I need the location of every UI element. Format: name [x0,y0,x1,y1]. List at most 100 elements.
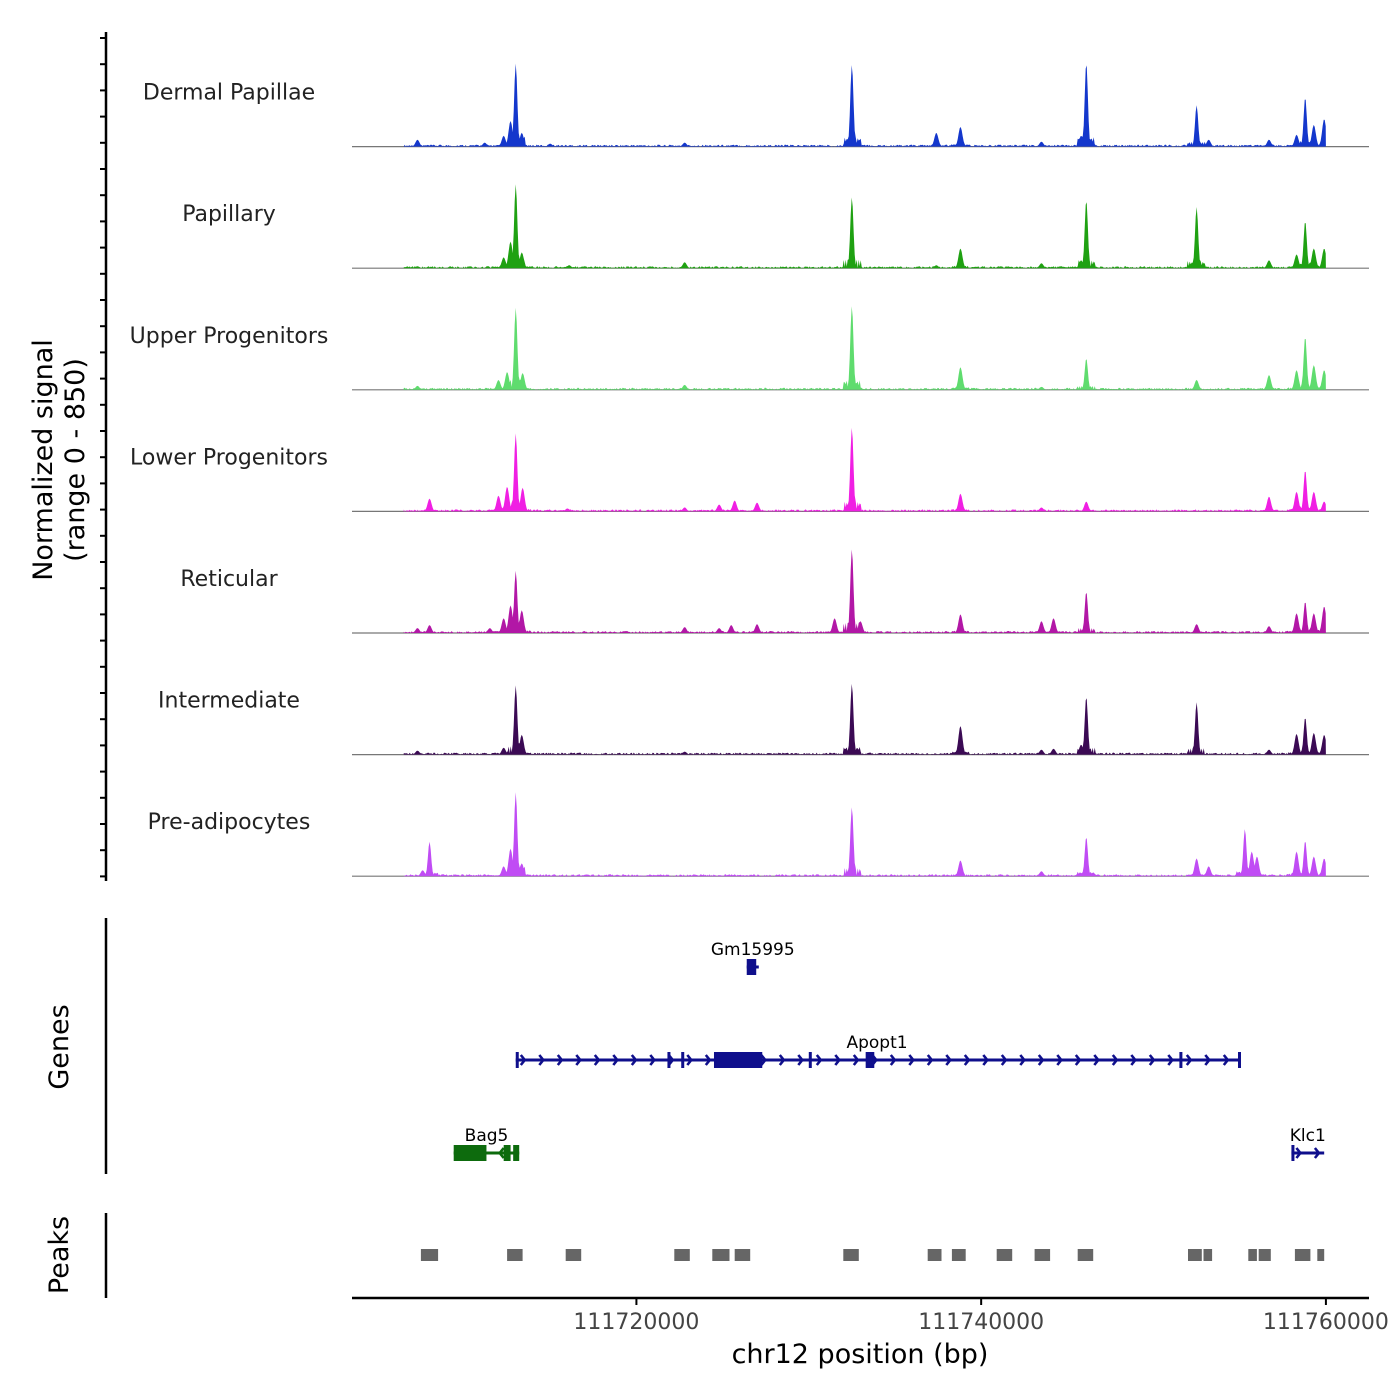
genes-panel-label: Genes [44,1004,75,1089]
x-tick-label: 111740000 [918,1310,1044,1335]
signal-area [403,427,1326,512]
strand-arrow [1093,1054,1100,1066]
strand-arrow [834,1054,841,1066]
strand-arrow [1204,1054,1211,1066]
track-label: Dermal Papillae [143,81,315,106]
strand-arrow [760,1054,767,1066]
gene-exon [513,1145,520,1161]
strand-arrow [538,1054,545,1066]
gene-exon [453,1145,487,1161]
strand-arrow [1037,1054,1045,1066]
strand-arrow [575,1054,582,1066]
gene-exon [1237,1052,1241,1068]
peak-region [1188,1249,1202,1261]
strand-arrow [630,1054,638,1066]
x-axis-ticks: 111720000 111740000 111760000 [573,1298,1389,1335]
peaks-layer [420,1249,1325,1261]
track-label: Lower Progenitors [130,445,328,470]
peak-region [507,1249,523,1261]
strand-arrow [963,1054,971,1066]
signal-track [352,63,1369,148]
peak-region [420,1249,439,1261]
peak-region [1294,1249,1311,1261]
x-tick-label: 111720000 [573,1310,699,1335]
gene-label: Apopt1 [846,1033,907,1053]
peak-region [1317,1249,1325,1261]
strand-arrow [982,1054,989,1066]
peak-region [1077,1249,1094,1261]
gene-exon [713,1052,763,1068]
strand-arrow [556,1054,564,1066]
gene-model: Klc1 [1290,1126,1326,1161]
signal-track [352,427,1369,512]
strand-arrow [593,1054,601,1066]
gene-exon [1291,1145,1295,1161]
strand-arrow [1148,1054,1156,1066]
strand-arrow [498,1147,505,1159]
strand-arrow [649,1054,656,1066]
peak-region [927,1249,942,1261]
y-axis-label-line1: Normalized signal [28,339,59,581]
peak-region [712,1249,730,1261]
signal-track [352,306,1369,391]
peak-region [674,1249,690,1261]
signal-y-axis-ticks [100,37,106,878]
track-label: Upper Progenitors [130,324,329,349]
gene-exon [746,959,757,975]
signal-y-axis-label: Normalized signal (range 0 - 850) [28,339,91,581]
track-label: Reticular [180,567,278,592]
x-tick-label: 111760000 [1263,1310,1389,1335]
gene-label: Bag5 [465,1126,509,1146]
gene-exon [865,1052,875,1068]
x-axis-label: chr12 position (bp) [732,1339,989,1370]
peak-region [1248,1249,1257,1261]
strand-arrow [1295,1147,1303,1159]
signal-area [403,549,1326,633]
strand-arrow [797,1054,804,1066]
peak-region [565,1249,582,1261]
strand-arrow [852,1054,860,1066]
strand-arrow [926,1054,934,1066]
gene-label: Gm15995 [711,940,795,960]
signal-area [403,306,1326,390]
peaks-panel-label: Peaks [44,1216,75,1294]
signal-area [403,792,1326,877]
strand-arrow [1222,1054,1230,1066]
signal-track [352,184,1369,269]
signal-track [352,549,1369,634]
strand-arrow [612,1054,619,1066]
signal-area [403,184,1326,269]
peak-region [996,1249,1013,1261]
gene-label: Klc1 [1290,1126,1326,1146]
signal-track [352,792,1369,877]
signal-area [403,683,1326,755]
track-label: Pre-adipocytes [148,810,311,835]
strand-arrow [704,1054,712,1066]
track-label: Papillary [182,202,276,227]
signal-area [403,63,1326,147]
strand-arrow [889,1054,897,1066]
gene-model: Gm15995 [711,940,795,975]
peak-region [1203,1249,1213,1261]
track-labels: Dermal Papillae Papillary Upper Progenitor… [130,81,329,836]
peak-region [1258,1249,1271,1261]
signal-track [352,683,1369,756]
gene-model: Apopt1 [515,1033,1241,1068]
strand-arrow [1074,1054,1082,1066]
peak-region [734,1249,751,1261]
strand-arrow [1130,1054,1137,1066]
peak-region [951,1249,966,1261]
peak-region [1034,1249,1051,1261]
peak-region [843,1249,859,1261]
strand-arrow [1111,1054,1119,1066]
strand-arrow [778,1054,786,1066]
strand-arrow [1019,1054,1026,1066]
strand-arrow [1000,1054,1008,1066]
strand-arrow [1167,1054,1174,1066]
gene-exon [515,1052,519,1068]
strand-arrow [1056,1054,1063,1066]
gene-exon [503,1145,511,1161]
strand-arrow [686,1054,693,1066]
strand-arrow [815,1054,823,1066]
